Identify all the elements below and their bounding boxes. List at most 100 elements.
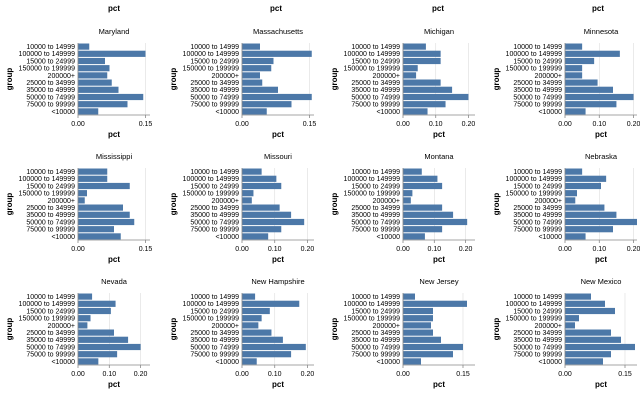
- bar: [78, 233, 121, 240]
- category-label: 100000 to 149999: [19, 176, 76, 183]
- bar: [242, 182, 282, 190]
- bar: [78, 93, 144, 101]
- category-label: 10000 to 14999: [26, 294, 75, 301]
- category-label: 150000 to 199999: [19, 191, 76, 198]
- x-tick-label: 0.00: [235, 246, 249, 253]
- bar: [565, 233, 586, 240]
- category-label: 10000 to 14999: [351, 169, 400, 176]
- category-label: 15000 to 24999: [26, 308, 75, 315]
- category-label: 100000 to 149999: [183, 176, 240, 183]
- category-label: 10000 to 14999: [513, 44, 562, 51]
- bar: [242, 343, 306, 351]
- bar: [78, 168, 108, 175]
- bar: [242, 57, 274, 65]
- bar: [403, 190, 413, 197]
- y-axis-title: group: [169, 318, 178, 341]
- bar: [242, 351, 292, 358]
- bar: [403, 300, 467, 307]
- bar: [78, 336, 129, 343]
- y-axis-title: group: [492, 318, 501, 341]
- bar: [565, 72, 583, 79]
- x-axis-title: pct: [108, 255, 120, 264]
- category-label: <10000: [215, 234, 239, 241]
- category-label: 25000 to 34999: [26, 80, 75, 87]
- bar: [565, 336, 621, 343]
- bar: [565, 218, 637, 226]
- y-axis-title: group: [169, 68, 178, 91]
- category-label: <10000: [215, 109, 239, 116]
- category-label: 75000 to 99999: [26, 227, 75, 234]
- bar: [565, 86, 613, 93]
- bar: [565, 182, 601, 190]
- bar: [78, 351, 118, 358]
- category-label: 35000 to 49999: [190, 337, 239, 344]
- bar: [78, 204, 123, 211]
- bar: [403, 307, 433, 315]
- category-label: 100000 to 149999: [19, 51, 76, 58]
- bar: [565, 358, 603, 365]
- bar: [403, 50, 441, 57]
- category-label: 25000 to 34999: [26, 205, 75, 212]
- category-label: 75000 to 99999: [351, 227, 400, 234]
- category-label: 15000 to 24999: [26, 58, 75, 65]
- bar: [565, 211, 617, 218]
- category-label: 10000 to 14999: [190, 294, 239, 301]
- category-label: 25000 to 34999: [351, 80, 400, 87]
- category-label: 35000 to 49999: [351, 87, 400, 94]
- category-label: 35000 to 49999: [351, 337, 400, 344]
- facet-title: Nevada: [101, 277, 128, 286]
- category-label: 50000 to 74999: [513, 219, 562, 226]
- bar: [565, 351, 611, 358]
- x-tick-label: 0.20: [462, 121, 476, 128]
- x-tick-label: 0.20: [627, 246, 640, 253]
- category-label: 200000+: [212, 323, 239, 330]
- x-tick-label: 0.00: [558, 246, 572, 253]
- top-partial-xlabel: pct: [592, 4, 604, 13]
- top-partial-xlabel: pct: [432, 4, 444, 13]
- bar: [403, 86, 453, 93]
- bar: [242, 43, 260, 50]
- x-tick-label: 0.10: [592, 246, 606, 253]
- y-axis-title: group: [5, 68, 14, 91]
- category-label: 10000 to 14999: [351, 44, 400, 51]
- facet-title: Nebraska: [585, 152, 618, 161]
- facet-title: Massachusetts: [253, 27, 303, 36]
- bar: [242, 315, 262, 322]
- facet-title: Mississippi: [96, 152, 133, 161]
- bar: [403, 233, 425, 240]
- bar: [565, 197, 576, 204]
- category-label: 100000 to 149999: [344, 176, 401, 183]
- facet-title: Montana: [424, 152, 454, 161]
- bar: [565, 101, 617, 108]
- bar: [565, 175, 607, 182]
- category-label: <10000: [376, 359, 400, 366]
- bar: [242, 233, 269, 240]
- category-label: 10000 to 14999: [26, 44, 75, 51]
- x-tick-label: 0.15: [139, 246, 153, 253]
- bar: [78, 175, 108, 182]
- x-tick-label: 0.20: [459, 246, 473, 253]
- category-label: 75000 to 99999: [26, 102, 75, 109]
- x-tick-label: 0.00: [558, 371, 572, 378]
- x-tick-label: 0.00: [396, 121, 410, 128]
- x-tick-label: 0.00: [235, 121, 249, 128]
- bar: [242, 211, 292, 218]
- category-label: 100000 to 149999: [506, 301, 563, 308]
- category-label: 200000+: [48, 73, 75, 80]
- bar: [242, 204, 280, 211]
- bar: [403, 211, 454, 218]
- category-label: 25000 to 34999: [190, 205, 239, 212]
- category-label: <10000: [538, 234, 562, 241]
- category-label: 35000 to 49999: [513, 337, 562, 344]
- x-axis-title: pct: [595, 255, 607, 264]
- bar: [78, 322, 88, 329]
- category-label: 15000 to 24999: [190, 308, 239, 315]
- bar: [242, 218, 305, 226]
- x-tick-label: 0.15: [456, 371, 470, 378]
- bar: [78, 307, 111, 315]
- bar: [403, 43, 426, 50]
